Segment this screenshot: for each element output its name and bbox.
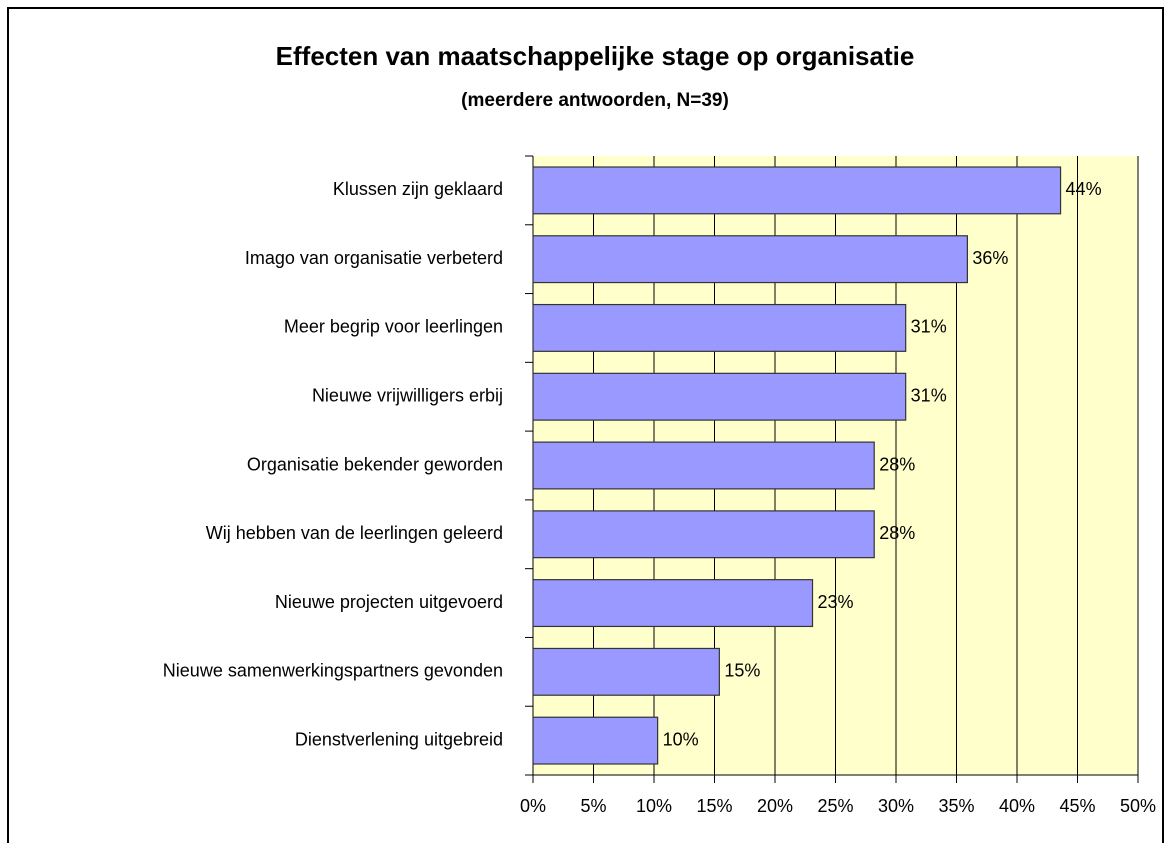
bar [532, 441, 875, 490]
bar [532, 716, 659, 765]
value-label: 10% [663, 729, 699, 749]
y-tick-label: Nieuwe projecten uitgevoerd [275, 592, 503, 612]
value-label: 31% [911, 385, 947, 405]
x-tick-label: 25% [817, 796, 853, 816]
y-tick-label: Wij hebben van de leerlingen geleerd [206, 523, 503, 543]
y-tick-label: Dienstverlening uitgebreid [295, 729, 503, 749]
y-tick-label: Nieuwe vrijwilligers erbij [312, 385, 503, 405]
y-tick-label: Imago van organisatie verbeterd [245, 248, 503, 268]
value-label: 28% [879, 523, 915, 543]
value-label: 28% [879, 454, 915, 474]
bar [532, 372, 907, 421]
chart-subtitle: (meerdere antwoorden, N=39) [461, 90, 729, 111]
x-tick-label: 30% [878, 796, 914, 816]
x-tick-label: 40% [999, 796, 1035, 816]
y-tick-label: Organisatie bekender geworden [247, 454, 503, 474]
x-tick-label: 50% [1120, 796, 1156, 816]
value-label: 44% [1066, 179, 1102, 199]
bar [532, 510, 875, 559]
value-label: 36% [972, 248, 1008, 268]
x-tick-label: 5% [580, 796, 606, 816]
x-tick-label: 10% [636, 796, 672, 816]
x-tick-label: 35% [938, 796, 974, 816]
x-tick-label: 45% [1059, 796, 1095, 816]
value-label: 31% [911, 317, 947, 337]
value-label: 23% [818, 592, 854, 612]
value-label: 15% [724, 661, 760, 681]
bar [532, 579, 814, 628]
y-tick-label: Nieuwe samenwerkingspartners gevonden [163, 661, 503, 681]
y-tick-label: Klussen zijn geklaard [333, 179, 503, 199]
bar [532, 647, 720, 696]
x-tick-label: 20% [757, 796, 793, 816]
bar [532, 166, 1062, 215]
x-tick-label: 0% [520, 796, 546, 816]
bar [532, 235, 968, 284]
bar [532, 303, 907, 352]
chart-title: Effecten van maatschappelijke stage op o… [276, 41, 915, 71]
y-tick-label: Meer begrip voor leerlingen [284, 317, 503, 337]
x-tick-label: 15% [696, 796, 732, 816]
